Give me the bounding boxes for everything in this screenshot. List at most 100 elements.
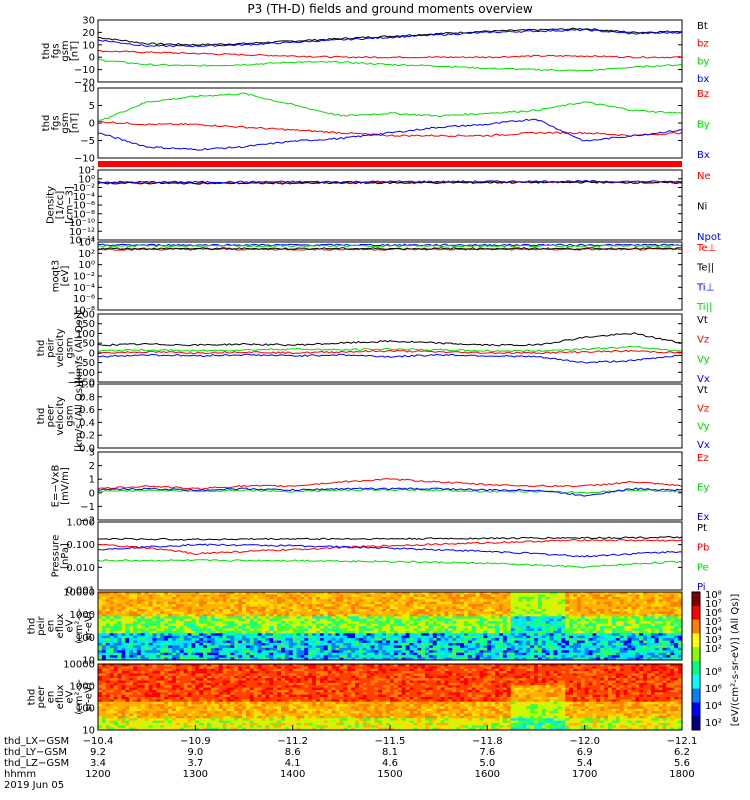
spectrogram-cell <box>245 626 251 629</box>
spectrogram-cell <box>510 611 516 615</box>
spectrogram-cell <box>343 609 348 612</box>
spectrogram-cell <box>604 621 609 625</box>
spectrogram-cell <box>245 606 251 610</box>
spectrogram-cell <box>378 657 383 660</box>
spectrogram-cell <box>125 711 130 715</box>
spectrogram-cell <box>611 645 617 649</box>
spectrogram-cell <box>156 606 161 610</box>
spectrogram-cell <box>269 613 274 617</box>
spectrogram-cell <box>277 611 282 615</box>
spectrogram-cell <box>292 621 298 625</box>
spectrogram-cell <box>257 613 263 617</box>
spectrogram-cell <box>530 609 535 612</box>
spectrogram-cell <box>164 685 169 689</box>
spectrogram-cell <box>347 594 352 598</box>
spectrogram-cell <box>467 594 473 598</box>
spectrogram-cell <box>643 655 648 659</box>
spectrogram-cell <box>152 666 157 670</box>
spectrogram-cell <box>269 616 274 620</box>
spectrogram-cell <box>557 621 562 625</box>
spectrogram-cell <box>210 626 216 629</box>
spectrogram-cell <box>608 621 613 625</box>
spectrogram-cell <box>288 630 294 634</box>
spectrogram-cell <box>292 601 298 605</box>
spectrogram-cell <box>670 628 675 632</box>
spectrogram-cell <box>210 628 216 632</box>
spectrogram-cell <box>409 655 414 659</box>
spectrogram-cell <box>674 609 679 612</box>
spectrogram-cell <box>148 596 154 600</box>
spectrogram-cell <box>382 640 387 644</box>
spectrogram-cell <box>627 630 632 634</box>
spectrogram-cell <box>370 630 375 634</box>
spectrogram-cell <box>670 645 675 649</box>
spectrogram-cell <box>249 606 255 610</box>
spectrogram-cell <box>514 652 520 656</box>
spectrogram-cell <box>140 718 146 722</box>
spectrogram-cell <box>304 601 309 605</box>
spectrogram-cell <box>156 718 161 722</box>
spectrogram-cell <box>133 657 138 660</box>
spectrogram-cell <box>156 675 161 679</box>
spectrogram-cell <box>561 604 566 608</box>
spectrogram-cell <box>444 640 449 644</box>
spectrogram-cell <box>261 655 266 659</box>
spectrogram-cell <box>436 640 442 644</box>
spectrogram-cell <box>347 621 352 625</box>
spectrogram-cell <box>312 596 317 600</box>
spectrogram-cell <box>635 606 640 610</box>
spectrogram-cell <box>292 635 298 639</box>
spectrogram-cell <box>125 650 130 654</box>
spectrogram-cell <box>172 621 177 625</box>
spectrogram-cell <box>615 623 621 627</box>
spectrogram-cell <box>152 652 157 656</box>
spectrogram-cell <box>639 601 644 605</box>
spectrogram-cell <box>631 621 636 625</box>
spectrogram-cell <box>273 618 278 622</box>
spectrogram-cell <box>284 657 290 660</box>
spectrogram-cell <box>530 640 535 644</box>
spectrogram-cell <box>172 643 177 646</box>
spectrogram-cell <box>261 611 266 615</box>
spectrogram-cell <box>499 647 504 651</box>
spectrogram-cell <box>584 650 590 654</box>
spectrogram-cell <box>421 601 426 605</box>
spectrogram-cell <box>168 618 173 622</box>
spectrogram-cell <box>327 640 333 644</box>
spectrogram-cell <box>195 628 200 632</box>
spectrogram-cell <box>670 599 675 603</box>
spectrogram-cell <box>393 623 399 627</box>
spectrogram-cell <box>144 666 150 670</box>
spectrogram-cell <box>409 601 414 605</box>
spectrogram-cell <box>296 594 302 598</box>
spectrogram-cell <box>647 592 652 595</box>
spectrogram-cell <box>101 678 107 682</box>
spectrogram-cell <box>308 628 313 632</box>
spectrogram-cell <box>160 601 165 605</box>
spectrogram-cell <box>534 657 539 660</box>
spectrogram-cell <box>121 727 126 730</box>
spectrogram-cell <box>152 623 157 627</box>
spectrogram-cell <box>530 613 535 617</box>
spectrogram-cell <box>152 592 157 595</box>
spectrogram-cell <box>378 618 383 622</box>
spectrogram-cell <box>467 618 473 622</box>
spectrogram-cell <box>518 618 523 622</box>
spectrogram-cell <box>144 599 150 603</box>
spectrogram-cell <box>140 643 146 646</box>
spectrogram-cell <box>635 618 640 622</box>
spectrogram-cell <box>191 655 196 659</box>
spectrogram-cell <box>565 611 570 615</box>
spectrogram-cell <box>323 655 329 659</box>
spectrogram-cell <box>296 650 302 654</box>
ylabel-efield: [mV/m] <box>60 467 71 505</box>
ytick-label-pressure: 0.001 <box>66 586 95 597</box>
spectrogram-cell <box>152 633 157 637</box>
spectrogram-cell <box>460 623 465 627</box>
spectrogram-cell <box>140 616 146 620</box>
spectrogram-cell <box>136 604 142 608</box>
spectrogram-cell <box>160 722 165 726</box>
spectrogram-cell <box>366 630 372 634</box>
spectrogram-cell <box>121 616 126 620</box>
spectrogram-cell <box>152 668 157 672</box>
